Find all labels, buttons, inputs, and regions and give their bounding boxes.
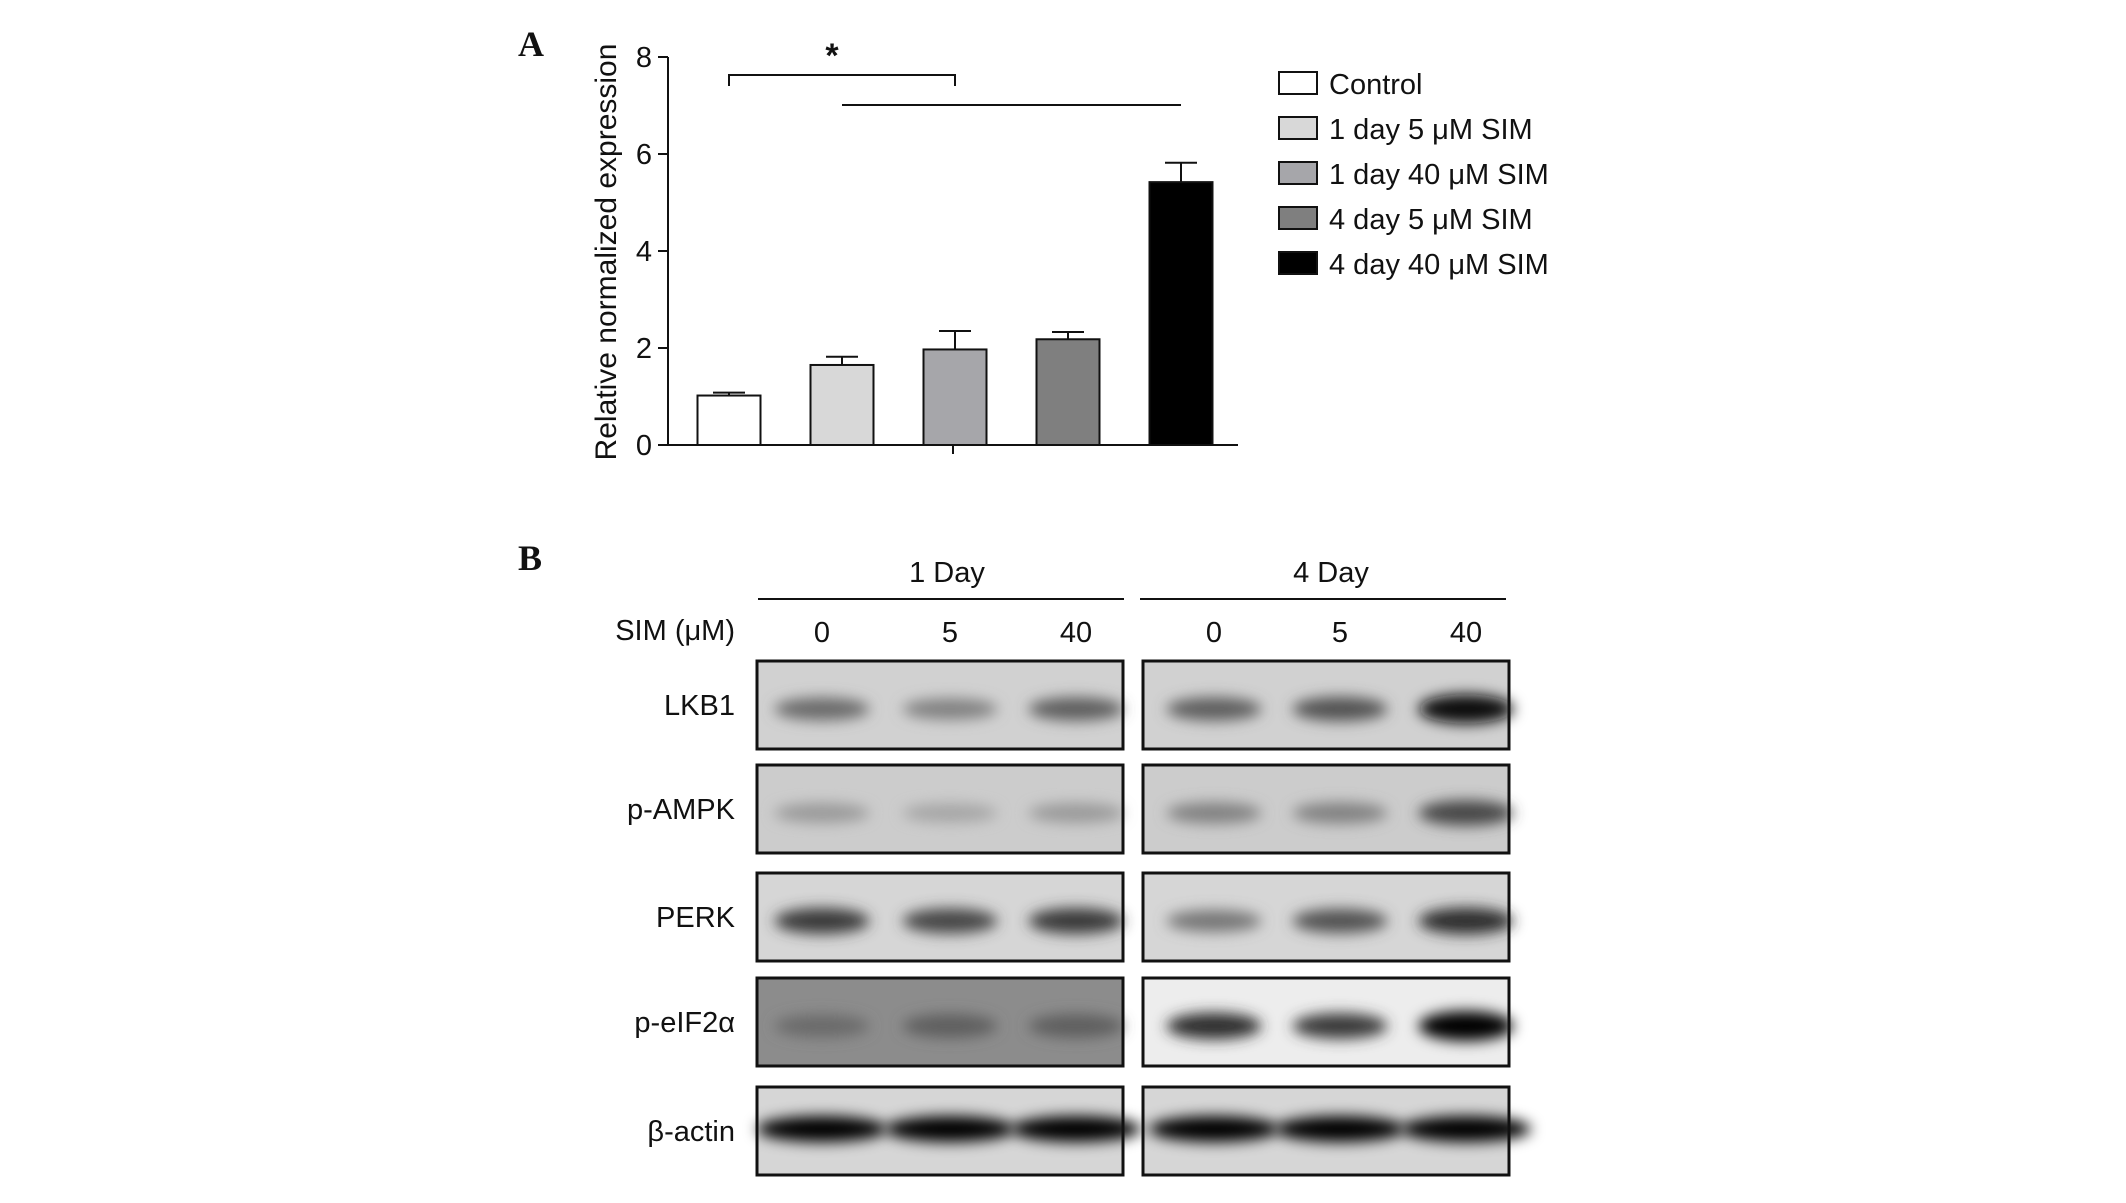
blot-band bbox=[1166, 1012, 1262, 1040]
blot-band bbox=[1292, 1013, 1388, 1039]
legend-entry: 1 day 40 μM SIM bbox=[1329, 159, 1549, 191]
legend-swatch bbox=[1278, 71, 1318, 95]
blot-band bbox=[1418, 800, 1514, 826]
legend-swatch bbox=[1278, 116, 1318, 140]
bar-chart: Relative normalized expression 0 2 4 6 8 * bbox=[590, 37, 1238, 462]
blot-band bbox=[1292, 802, 1388, 824]
protein-label: PERK bbox=[656, 902, 736, 934]
y-tick-label: 6 bbox=[636, 139, 652, 171]
lane-label: 0 bbox=[1206, 617, 1222, 649]
blot-band bbox=[1011, 1116, 1141, 1142]
significance-marker: * bbox=[825, 37, 839, 75]
blot-band bbox=[774, 803, 870, 823]
bar bbox=[1035, 338, 1101, 446]
lane-label: 40 bbox=[1450, 617, 1482, 649]
protein-label: p-AMPK bbox=[627, 794, 736, 826]
blot-band bbox=[1418, 907, 1514, 935]
blot-band bbox=[1028, 697, 1124, 721]
blot-frame bbox=[755, 976, 1125, 1068]
bar bbox=[696, 394, 762, 446]
y-tick-label: 0 bbox=[636, 430, 652, 462]
significance-bracket bbox=[728, 74, 956, 86]
blot-band bbox=[774, 908, 870, 934]
western-blot: 1 Day 4 Day SIM (μM) 0 5 40 0 5 40 LKB1 p-AMPK PERK… bbox=[615, 557, 1531, 1177]
blot-band bbox=[1028, 908, 1124, 934]
lane-label: 0 bbox=[814, 617, 830, 649]
lane-label: 40 bbox=[1060, 617, 1092, 649]
blot-band bbox=[774, 697, 870, 721]
blot-frame bbox=[1141, 976, 1511, 1068]
blot-band bbox=[1166, 910, 1262, 932]
blot-band bbox=[757, 1116, 887, 1142]
error-bars bbox=[713, 161, 1197, 396]
blot-band bbox=[885, 1116, 1015, 1142]
blot-band bbox=[1028, 803, 1124, 823]
blot-frame bbox=[1141, 659, 1511, 751]
blot-frame bbox=[755, 871, 1125, 963]
bars bbox=[696, 181, 1214, 447]
blot-band bbox=[1166, 802, 1262, 824]
legend-swatch bbox=[1278, 206, 1318, 230]
blot-frame bbox=[1141, 1085, 1511, 1177]
blot-band bbox=[902, 1014, 998, 1038]
lane-label: 5 bbox=[942, 617, 958, 649]
protein-label: β-actin bbox=[647, 1116, 735, 1148]
condition-label: SIM (μM) bbox=[615, 615, 735, 647]
blot-frame bbox=[755, 763, 1125, 855]
panel-b-label: B bbox=[518, 538, 542, 578]
panel-a-label: A bbox=[518, 24, 544, 64]
legend-entry: Control bbox=[1329, 69, 1423, 101]
blot-band bbox=[1418, 1011, 1514, 1041]
legend-entry: 4 day 40 μM SIM bbox=[1329, 249, 1549, 281]
y-axis-title: Relative normalized expression bbox=[590, 44, 623, 461]
legend-swatch bbox=[1278, 251, 1318, 275]
blot-frame bbox=[755, 659, 1125, 751]
blot-band bbox=[1275, 1116, 1405, 1142]
protein-label: LKB1 bbox=[664, 690, 735, 722]
blot-band bbox=[1292, 908, 1388, 934]
blot-band bbox=[1028, 1014, 1124, 1038]
y-ticks: 0 2 4 6 8 bbox=[636, 42, 668, 462]
y-tick-label: 2 bbox=[636, 333, 652, 365]
bar bbox=[1148, 181, 1214, 446]
blot-band bbox=[1292, 696, 1388, 722]
protein-label: p-eIF2α bbox=[634, 1007, 735, 1039]
legend-entry: 4 day 5 μM SIM bbox=[1329, 204, 1533, 236]
blot-frame bbox=[755, 1085, 1125, 1177]
blot-band bbox=[774, 1014, 870, 1038]
blot-band bbox=[1401, 1116, 1531, 1142]
blot-band bbox=[1418, 694, 1514, 724]
legend: Control 1 day 5 μM SIM 1 day 40 μM SIM 4 da… bbox=[1278, 69, 1549, 281]
blot-band bbox=[1149, 1116, 1279, 1142]
blot-band bbox=[902, 698, 998, 720]
lane-label: 5 bbox=[1332, 617, 1348, 649]
blot-band bbox=[902, 908, 998, 934]
blot-frame bbox=[1141, 871, 1511, 963]
group-label: 1 Day bbox=[909, 557, 985, 589]
blot-frame bbox=[1141, 763, 1511, 855]
y-tick-label: 8 bbox=[636, 42, 652, 74]
blot-band bbox=[1166, 697, 1262, 721]
significance-brackets: * bbox=[728, 37, 1181, 106]
legend-swatch bbox=[1278, 161, 1318, 185]
legend-entry: 1 day 5 μM SIM bbox=[1329, 114, 1533, 146]
group-label: 4 Day bbox=[1293, 557, 1369, 589]
bar bbox=[809, 363, 875, 447]
bar bbox=[922, 348, 988, 446]
blot-band bbox=[902, 803, 998, 823]
y-tick-label: 4 bbox=[636, 236, 652, 268]
